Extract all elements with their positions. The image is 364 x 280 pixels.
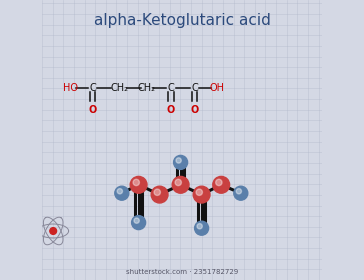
Circle shape [154, 189, 161, 195]
Text: alpha-Ketoglutaric acid: alpha-Ketoglutaric acid [94, 13, 270, 28]
Text: CH₂: CH₂ [110, 83, 128, 93]
Circle shape [134, 218, 139, 223]
Circle shape [196, 189, 202, 195]
Circle shape [236, 189, 241, 194]
Circle shape [213, 176, 230, 193]
Circle shape [172, 176, 189, 193]
Circle shape [193, 186, 210, 203]
Circle shape [115, 186, 129, 200]
Circle shape [234, 186, 248, 200]
Text: O: O [190, 105, 199, 115]
Text: HO: HO [63, 83, 78, 93]
Circle shape [195, 221, 209, 235]
Text: O: O [167, 105, 175, 115]
Circle shape [174, 155, 187, 169]
Circle shape [130, 176, 147, 193]
Circle shape [176, 158, 181, 163]
Circle shape [175, 179, 181, 186]
Circle shape [197, 223, 202, 229]
Text: O: O [88, 105, 96, 115]
Text: C: C [167, 83, 174, 93]
Circle shape [215, 179, 222, 186]
Text: CH₂: CH₂ [138, 83, 156, 93]
Circle shape [133, 179, 139, 186]
Text: OH: OH [210, 83, 225, 93]
Circle shape [50, 228, 56, 234]
Text: shutterstock.com · 2351782729: shutterstock.com · 2351782729 [126, 269, 238, 275]
Circle shape [132, 216, 146, 230]
Circle shape [151, 186, 168, 203]
Text: C: C [89, 83, 96, 93]
Circle shape [117, 189, 123, 194]
Text: C: C [191, 83, 198, 93]
